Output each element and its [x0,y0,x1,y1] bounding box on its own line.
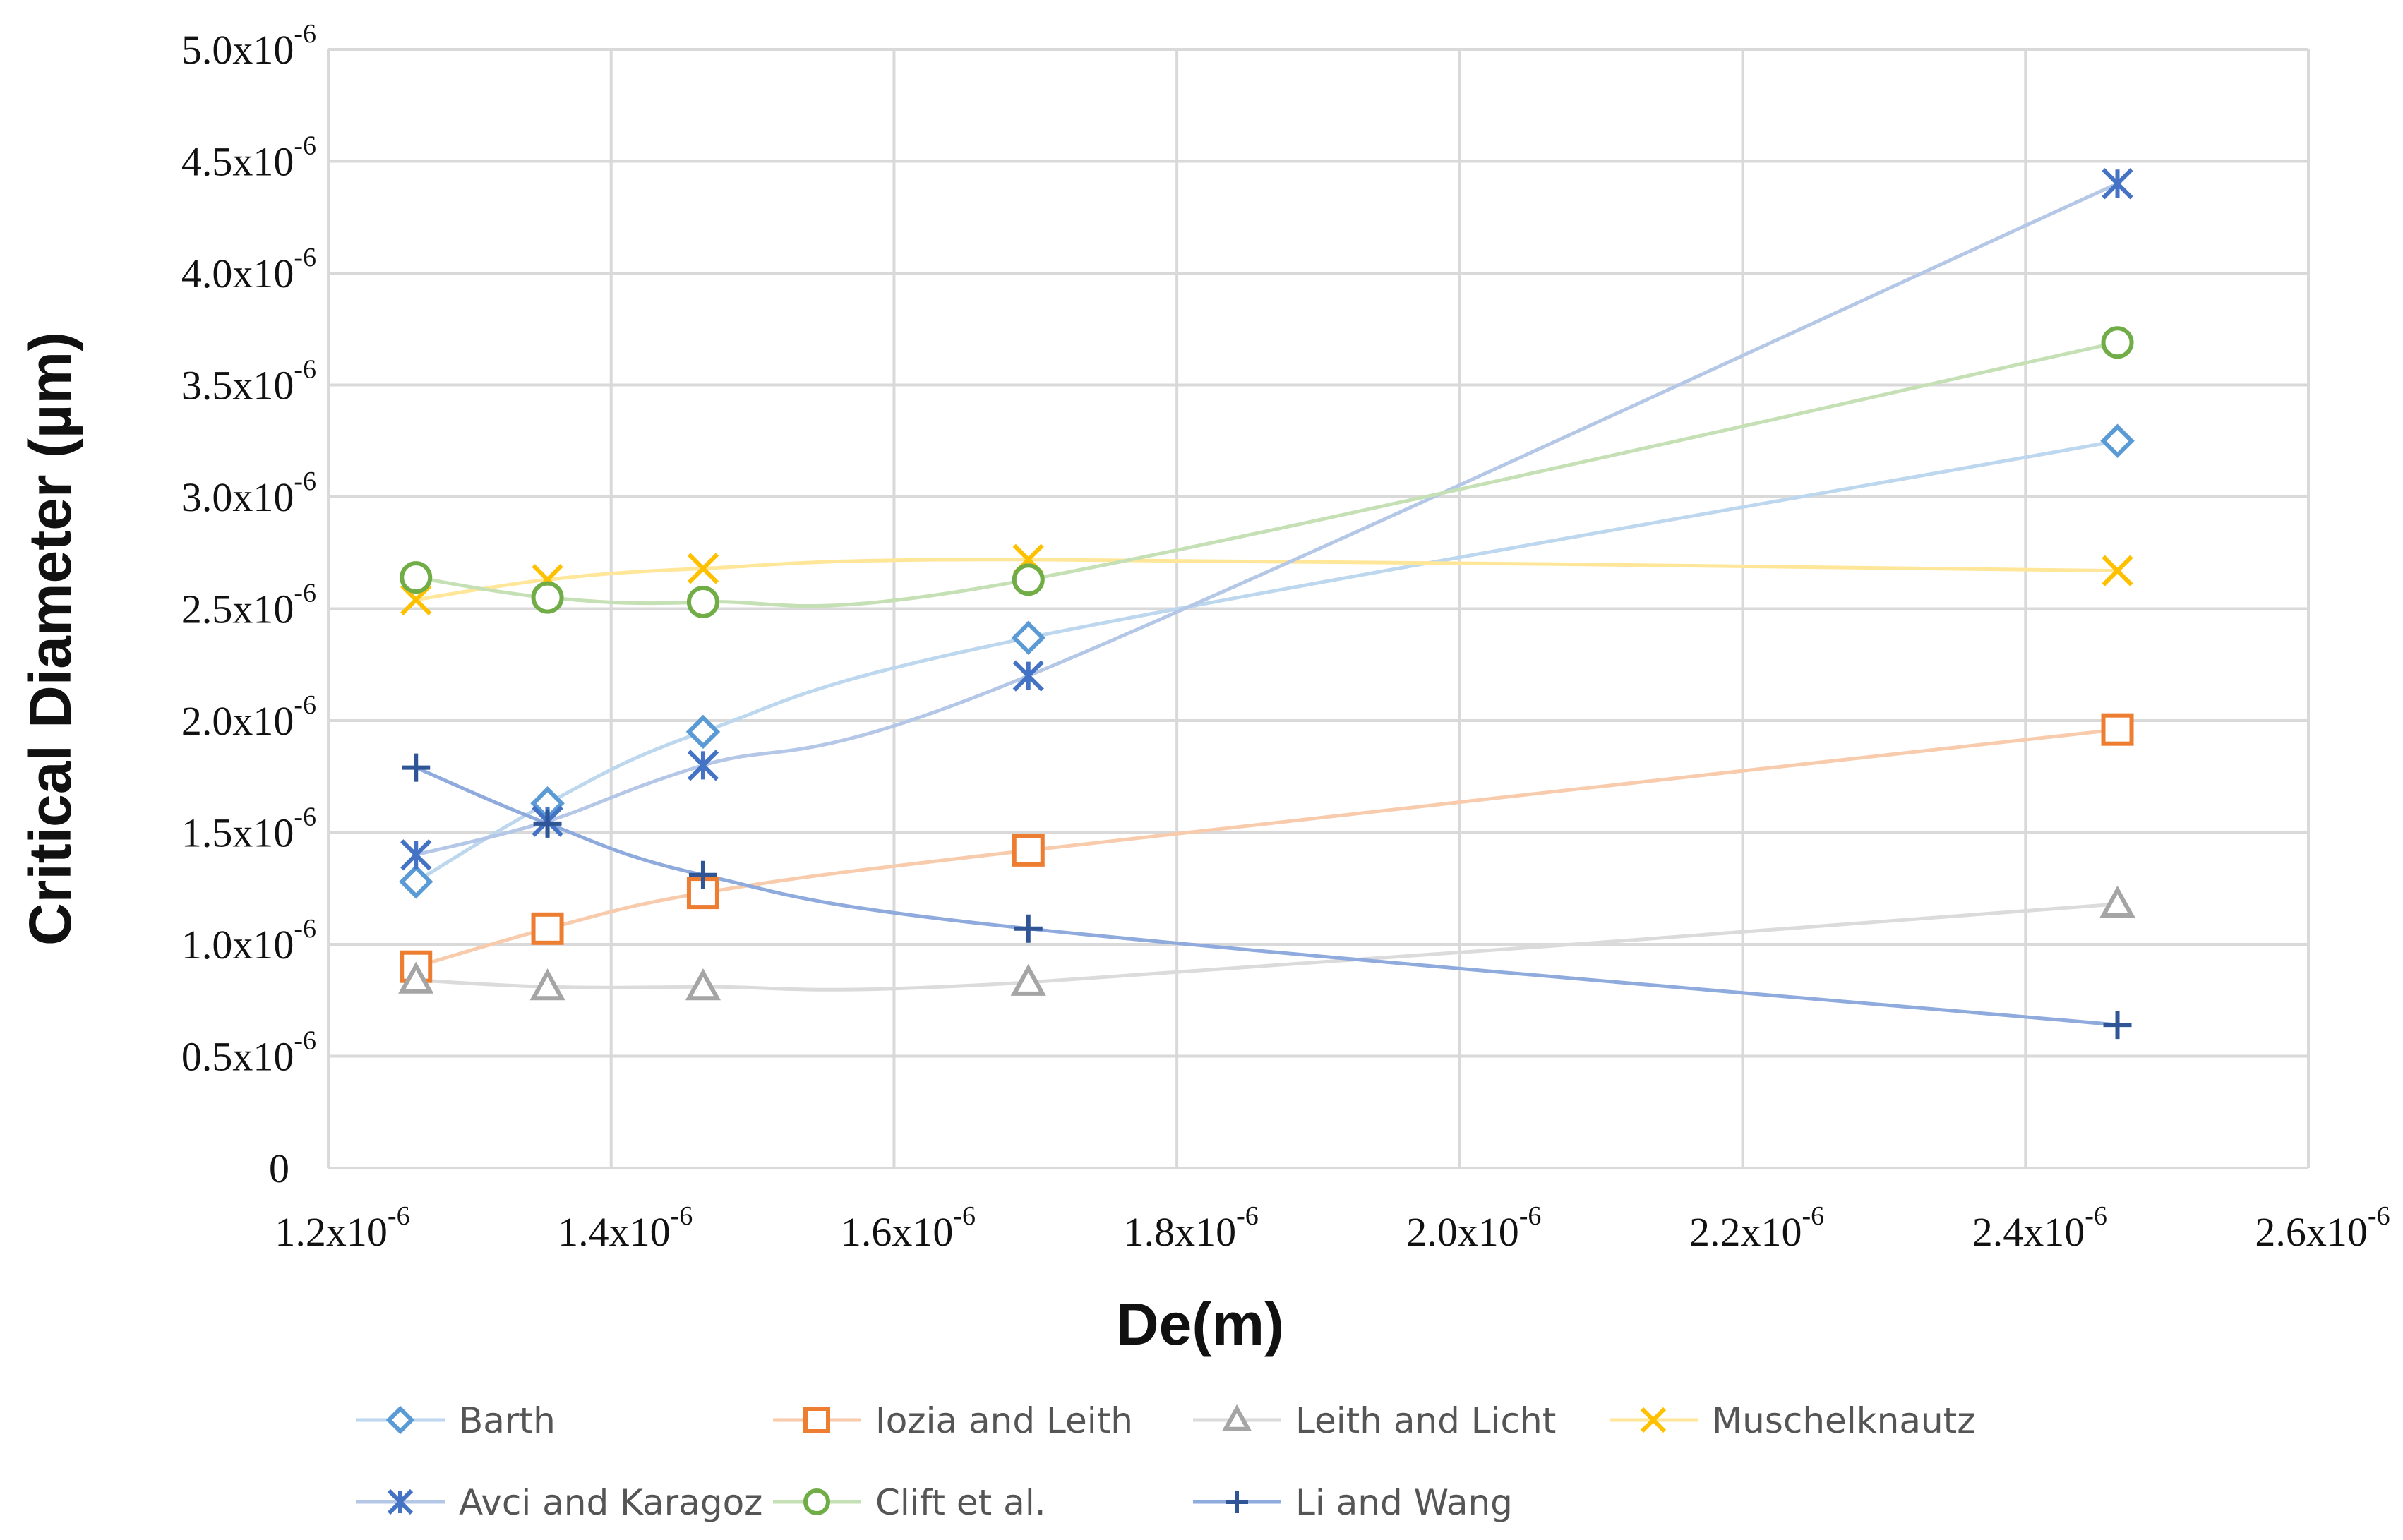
legend-label: Barth [459,1400,556,1441]
data-point-series-4-3 [1012,660,1044,692]
legend-marker [803,1488,830,1515]
x-tick-label: 1.4x10-6 [558,1201,693,1255]
data-point-series-4-4 [2102,168,2133,200]
legend-item-0: Barth [356,1400,556,1441]
data-point-series-2-0 [398,961,434,994]
data-point-series-5-2 [686,585,719,618]
data-point-series-0-3 [1011,620,1046,655]
data-point-series-0-4 [2100,423,2135,458]
data-point-series-1-4 [2101,713,2134,746]
data-point-series-4-0 [400,839,432,871]
x-axis-ticks: 1.2x10-6 1.4x10-6 1.6x10-6 1.8x10-6 2.0x10-6… [275,1201,2390,1255]
y-tick-label: 1.5x10-6 [181,802,316,856]
data-point-series-6-3 [1014,914,1043,943]
data-point-series-6-1 [533,809,562,838]
y-tick-label: 1.0x10-6 [181,914,316,968]
data-point-series-5-3 [1012,563,1045,596]
legend-label: Avci and Karagoz [459,1482,762,1523]
legend-marker [1640,1407,1667,1433]
x-tick-label: 2.6x10-6 [2255,1201,2390,1255]
data-point-series-0-2 [685,714,721,750]
legend-marker [387,1488,414,1515]
data-point-series-3-4 [2102,555,2133,586]
data-point-series-3-2 [687,553,719,584]
data-point-series-1-1 [531,912,564,945]
y-tick-label: 3.5x10-6 [181,355,316,409]
legend-label: Leith and Licht [1295,1400,1556,1441]
x-tick-label: 2.0x10-6 [1406,1201,1541,1255]
y-tick-label: 4.0x10-6 [181,243,316,296]
data-point-series-5-0 [400,561,433,594]
series-markers [398,168,2135,1040]
y-tick-label: 2.5x10-6 [181,579,316,632]
legend-item-1: Iozia and Leith [773,1400,1133,1441]
x-tick-label: 2.4x10-6 [1972,1201,2107,1255]
legend-item-5: Clift et al. [773,1482,1046,1523]
y-tick-label: 2.0x10-6 [181,690,316,744]
legend-marker [803,1407,830,1433]
x-tick-label: 1.2x10-6 [275,1201,409,1255]
data-point-series-5-4 [2101,326,2134,359]
data-point-series-2-3 [1010,963,1046,996]
legend-item-6: Li and Wang [1193,1482,1513,1523]
legend-marker [385,1405,415,1435]
data-point-series-6-0 [402,753,431,782]
x-tick-label: 1.8x10-6 [1124,1201,1259,1255]
y-axis-title: Critical Diameter (µm) [17,332,83,946]
data-point-series-5-1 [531,581,564,614]
data-point-series-4-2 [687,750,719,781]
legend-label: Muschelknautz [1712,1400,1976,1441]
x-tick-label: 2.2x10-6 [1689,1201,1824,1255]
y-tick-label: 5.0x10-6 [181,19,316,73]
legend-label: Li and Wang [1295,1482,1513,1523]
data-point-series-1-3 [1012,834,1045,867]
data-point-series-2-4 [2099,885,2135,918]
y-tick-label: 4.5x10-6 [181,131,316,185]
data-point-series-6-2 [688,860,717,889]
legend-label: Iozia and Leith [875,1400,1133,1441]
legend-label: Clift et al. [875,1482,1046,1523]
legend-item-4: Avci and Karagoz [356,1482,762,1523]
x-tick-label: 1.6x10-6 [841,1201,976,1255]
legend-item-2: Leith and Licht [1193,1400,1556,1441]
data-point-series-2-1 [529,968,565,1001]
y-tick-label: 3.0x10-6 [181,467,316,520]
legend-marker [1221,1404,1252,1431]
data-point-series-6-4 [2103,1011,2132,1040]
y-tick-label: 0.5x10-6 [181,1026,316,1080]
x-axis-title: De(m) [1116,1291,1284,1357]
legend-item-3: Muschelknautz [1610,1400,1976,1441]
y-axis-ticks: 0 0.5x10-6 1.0x10-6 1.5x10-6 2.0x10-6 2.5x10-… [181,19,316,1191]
legend-marker [1226,1491,1248,1513]
legend: Barth Iozia and Leith Leith and Licht Musch… [356,1400,1976,1523]
y-tick-label: 0 [269,1145,289,1191]
data-point-series-2-2 [685,968,721,1001]
data-point-series-0-0 [398,864,433,899]
